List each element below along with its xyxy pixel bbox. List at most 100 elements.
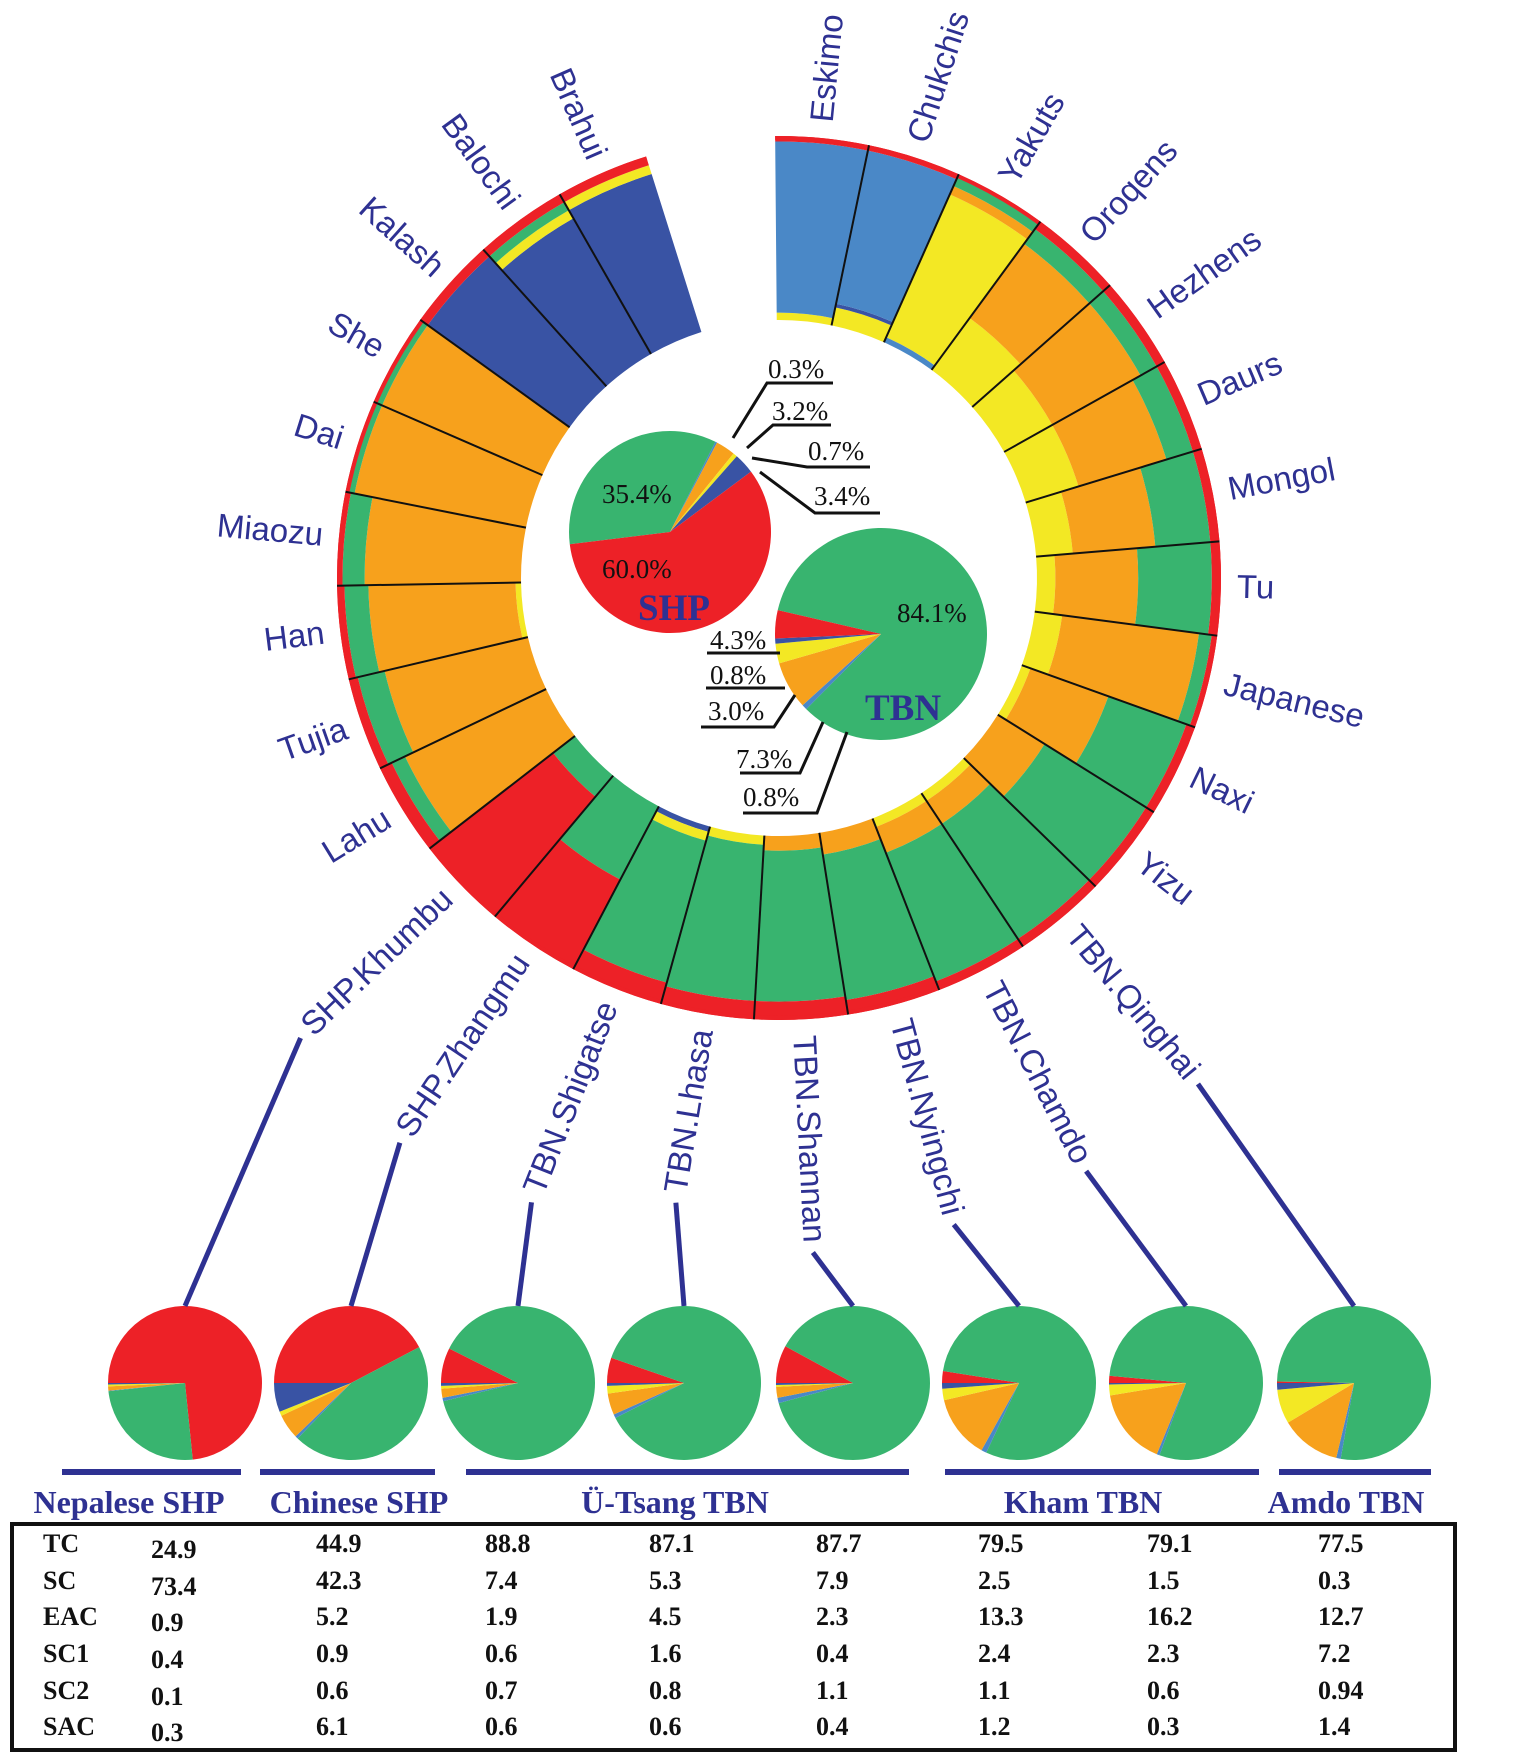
ring-segment [660,826,765,1020]
ring-divider [558,193,652,355]
pie-leader-line [810,1250,856,1308]
ring-segment [1004,362,1202,503]
ring-band-sc1 [564,165,652,211]
ring-rim [775,136,870,150]
ring-divider [752,835,766,1020]
population-label: Hezhens [1140,220,1268,326]
pie-slice-tc [778,1306,931,1460]
ring-band-eac [384,637,547,753]
ring-band-eac [1013,303,1141,425]
leader-line [751,456,870,469]
ring-band-tc [342,492,373,586]
pie-slice-sc1 [1277,1383,1354,1423]
group-label: Amdo TBN [1268,1484,1425,1520]
pie-slice-sc1 [607,1383,684,1394]
group-label: Ü-Tsang TBN [581,1484,769,1520]
population-pie [607,1306,762,1460]
ring-divider [373,400,543,477]
ring-divider [348,636,529,681]
ring-band-sc [483,194,565,257]
pie-slice-sc2 [442,1383,518,1402]
ring-band-sc [573,949,667,1004]
table-cell: 1.6 [649,1639,682,1668]
ancestry-table: TC 24.9 44.9 88.8 87.1 87.7 79.5 79.1 77.5 SC 73.4… [10,1522,1457,1752]
population-pie [108,1306,263,1460]
table-cell: 0.4 [816,1712,849,1741]
ring-segment [337,491,526,586]
ring-segment [963,714,1154,887]
ring-band-sc1 [707,826,765,845]
pie-slice-sc2 [981,1383,1019,1453]
ring-divider [428,735,576,850]
population-label: Daurs [1192,344,1287,413]
pie-slice-tc [611,1306,762,1460]
pct-label: 3.4% [814,481,870,511]
ring-rim [1197,448,1220,542]
ring-band-eac [949,185,1033,240]
pie-slice-sc1 [942,1383,1019,1401]
population-pie [1109,1305,1263,1460]
ring-band-sc1 [831,307,892,343]
ring-divider [379,688,547,770]
pie-slice-sc [607,1357,684,1383]
pie-slice-sc [108,1306,263,1460]
pct-label: 0.3% [768,354,824,384]
ring-rim [957,174,1041,225]
ring-band-sc1 [997,665,1031,720]
ring-segment [921,758,1096,947]
population-label: SHP.Zhangmu [388,946,537,1143]
table-cell: 0.6 [316,1676,349,1705]
ring-divider [997,713,1155,814]
ring-rim [1020,883,1096,947]
ring-divider [337,581,522,587]
pie-slice-eac [1110,1383,1186,1455]
ring-band-eac [404,689,576,832]
ring-band-eac [763,832,822,851]
pie-slice-sac [1277,1383,1354,1390]
ring-band-eac [926,764,991,824]
table-cell: 2.3 [1147,1639,1180,1668]
table-cell: 0.6 [1147,1676,1180,1705]
pie-slice-sc [776,1346,853,1383]
ring-divider [883,173,960,343]
pct-label: 0.7% [808,436,864,466]
pie-slice-eac [943,1383,1019,1451]
pie-leader-line [515,1202,534,1307]
population-pie [942,1305,1097,1460]
table-cell: 73.4 [151,1572,197,1601]
ring-band-tc [1024,228,1104,304]
pie-slice-eac [670,442,734,532]
ring-band-sc [1192,448,1220,543]
population-pie [1277,1306,1431,1460]
population-label: TBN.Qinghai [1059,917,1208,1086]
row-label: SC2 [43,1676,89,1705]
population-pies [108,1037,1431,1461]
pie-leader-line [182,1037,303,1307]
table-cell: 1.9 [485,1602,518,1631]
pie-slice-sc2 [670,441,718,532]
pie-slice-sc [942,1370,1019,1383]
summary-pies: 35.4% 60.0% SHP 84.1% TBN 0.3% 3.2% 0.7% 3.4% 4.3… [569,354,988,815]
ring-band-eac [963,714,1045,797]
ring-band-eac [354,405,543,528]
population-label: TBN.Shannan [786,1034,833,1243]
ring-band-tc [391,756,452,841]
population-label: Chukchis [899,6,976,147]
structure-ring [337,136,1221,1020]
pie-slice-sac [942,1383,1019,1389]
ring-band-sc [429,752,596,917]
ring-band-sc1 [1004,424,1079,503]
summary-pie-tbn [774,528,988,741]
population-label: Japanese [1220,665,1368,735]
ring-segment [559,156,702,355]
ring-band-tc [1132,366,1193,460]
ring-divider [830,145,870,326]
pie-leader-line [951,1222,1021,1308]
ring-band-eac [969,243,1090,365]
ring-segment [831,145,959,343]
pie-slice-sc1 [279,1383,351,1416]
ring-divider [1021,664,1196,729]
ring-rim [573,965,662,1004]
group-label: Chinese SHP [270,1484,449,1520]
